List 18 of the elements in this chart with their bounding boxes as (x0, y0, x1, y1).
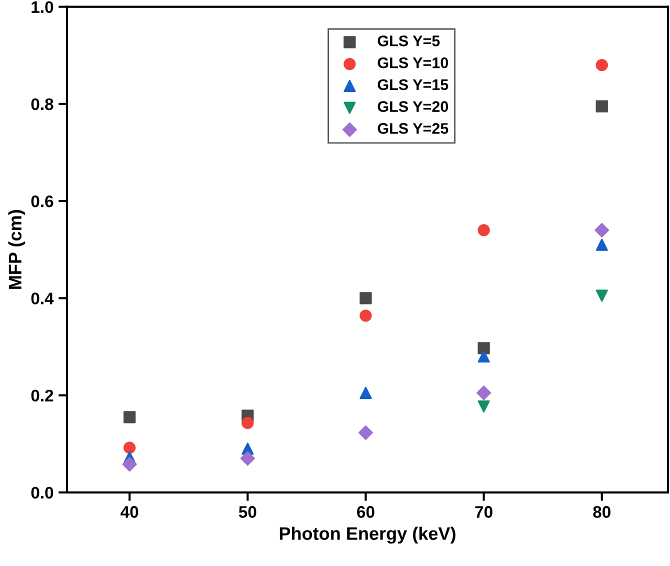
y-axis-title: MFP (cm) (8, 210, 26, 289)
legend-label: GLS Y=5 (378, 36, 440, 46)
x-tick-label: 60 (357, 506, 374, 518)
x-tick-label: 70 (475, 506, 492, 518)
y-tick-label: 0.0 (31, 486, 54, 499)
legend-label: GLS Y=10 (378, 57, 448, 68)
x-tick-label: 50 (238, 506, 256, 518)
x-axis-title: Photon Energy (keV) (280, 526, 456, 544)
y-tick-label: 1.0 (32, 1, 54, 13)
y-tick-label: 0.8 (31, 98, 54, 110)
x-tick-label: 80 (593, 506, 610, 518)
legend-label: GLS Y=20 (378, 101, 448, 112)
x-tick-label: 40 (120, 506, 138, 518)
legend-label: GLS Y=25 (378, 123, 448, 134)
y-tick-label: 0.6 (31, 195, 54, 208)
y-tick-label: 0.4 (31, 292, 54, 304)
y-tick-label: 0.2 (31, 390, 54, 402)
legend-label: GLS Y=15 (378, 79, 448, 90)
